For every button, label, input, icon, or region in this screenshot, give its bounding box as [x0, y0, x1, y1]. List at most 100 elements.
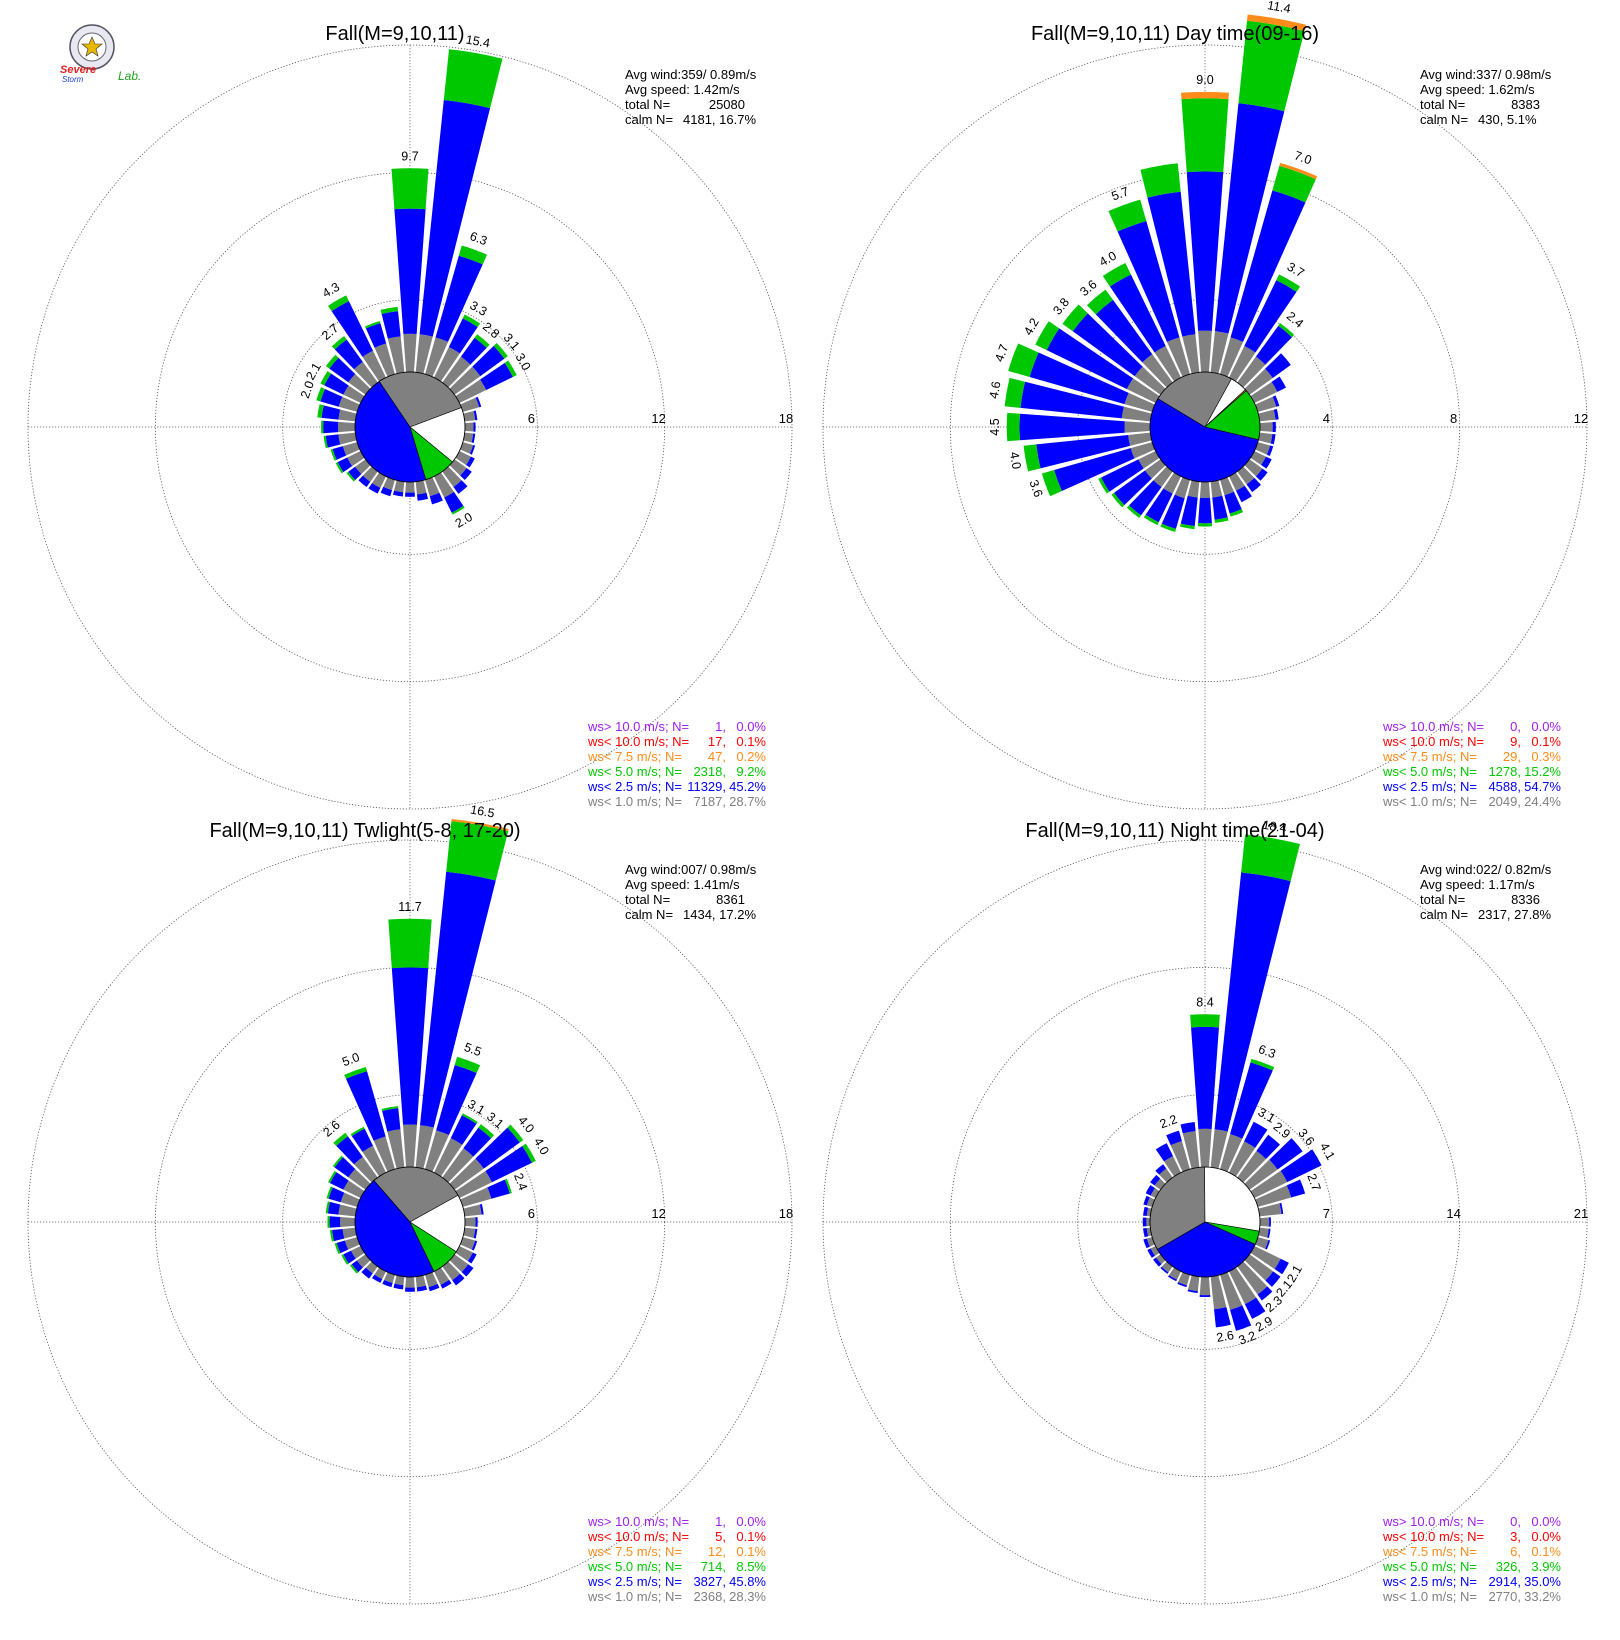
bar-segment-gray — [460, 442, 474, 454]
wind-bar-260 — [329, 1227, 357, 1242]
bar-segment-green — [507, 1124, 524, 1143]
bar-segment-gray — [1159, 1168, 1173, 1183]
bar-segment-blue — [1143, 1206, 1149, 1216]
bar-segment-gray — [1178, 1272, 1190, 1286]
legend-label-lt10: ws< 10.0 m/s; N= — [1382, 734, 1484, 749]
bar-total-label: 4.0 — [1007, 451, 1024, 471]
bar-segment-blue — [394, 208, 426, 335]
bar-total-label: 4.3 — [320, 280, 342, 301]
bar-total-label: 3.1 — [1256, 1105, 1278, 1126]
bar-segment-gray — [415, 334, 433, 374]
legend-count-lt2_5: 2914, — [1488, 1574, 1521, 1589]
bar-segment-orange — [1279, 162, 1318, 180]
bar-segment-gray — [1255, 396, 1277, 412]
bar-segment-gray — [347, 451, 365, 467]
bar-segment-gray — [405, 481, 415, 493]
wind-bar-200 — [380, 477, 395, 497]
bar-segment-green — [334, 1242, 341, 1254]
chart-title: Fall(M=9,10,11) Day time(09-16) — [1031, 23, 1319, 45]
legend-pct-lt2_5: 45.8% — [729, 1574, 766, 1589]
wind-bar-300 — [328, 1170, 365, 1198]
bar-segment-blue — [327, 1201, 341, 1215]
wind-bar-110 — [1255, 1237, 1271, 1250]
bar-segment-gray — [1182, 334, 1200, 374]
bar-total-label: 2.4 — [1284, 309, 1306, 331]
bar-segment-gray — [455, 1246, 473, 1262]
legend-count-gt10: 0, — [1510, 1514, 1521, 1529]
bar-segment-gray — [1255, 1237, 1269, 1249]
ring-tick-label: 8 — [1450, 411, 1457, 426]
bar-segment-gray — [1229, 472, 1245, 491]
ring-tick-label: 12 — [651, 1206, 665, 1221]
bar-segment-gray — [1258, 409, 1276, 422]
bar-segment-blue — [1150, 1174, 1161, 1186]
bar-segment-blue — [329, 1216, 341, 1228]
bar-total-label: 11.4 — [1266, 0, 1292, 16]
legend-count-lt7_5: 47, — [708, 749, 726, 764]
bar-segment-blue — [1230, 1062, 1273, 1139]
bar-segment-green — [328, 295, 349, 312]
stat-total-value: 8361 — [716, 892, 745, 907]
bar-segment-blue — [1143, 1238, 1150, 1249]
wind-bar-10: 11.4 — [1210, 0, 1307, 374]
bar-segment-gray — [463, 432, 474, 443]
bar-segment-gray — [415, 480, 427, 495]
bar-segment-blue — [485, 1145, 533, 1183]
stat-calm-value: 4181, 16.7% — [683, 112, 756, 127]
wind-bar-70: 2.4 — [460, 1171, 530, 1207]
star-icon — [81, 36, 103, 57]
bar-segment-gray — [338, 421, 356, 433]
bar-total-label: 3.6 — [1077, 277, 1099, 299]
bar-segment-gray — [1163, 472, 1181, 494]
bar-segment-gray — [1255, 442, 1271, 455]
bar-segment-green — [380, 306, 399, 314]
bar-segment-gray — [1144, 459, 1166, 479]
legend-pct-lt1: 24.4% — [1524, 794, 1561, 809]
bar-segment-blue — [332, 446, 347, 460]
legend-count-lt5: 2318, — [693, 764, 726, 779]
bar-segment-gray — [434, 472, 454, 498]
wind-bar-340: 5.0 — [340, 1050, 395, 1172]
legend-label-lt5: ws< 5.0 m/s; N= — [1382, 764, 1477, 779]
bar-segment-gray — [1166, 337, 1190, 377]
bar-segment-blue — [1029, 352, 1129, 405]
wind-bar-180 — [405, 1276, 415, 1292]
bar-segment-gray — [338, 396, 360, 412]
wind-bar-190 — [392, 480, 405, 497]
bar-segment-green — [493, 342, 508, 359]
bar-segment-blue — [361, 1267, 373, 1279]
bar-segment-blue — [1266, 445, 1274, 456]
bar-segment-blue — [469, 444, 476, 455]
bar-segment-gray — [425, 477, 440, 497]
bar-segment-blue — [1160, 1266, 1169, 1274]
bar-segment-gray — [1198, 330, 1212, 373]
wind-bar-280 — [317, 404, 357, 422]
legend: ws> 10.0 m/s; N= 0, 0.0% ws< 10.0 m/s; N= 9,… — [1382, 719, 1561, 809]
bar-segment-gray — [340, 1192, 360, 1207]
ring-tick-label: 6 — [528, 1206, 535, 1221]
bar-segment-green — [1181, 98, 1229, 173]
legend-label-lt1: ws< 1.0 m/s; N= — [587, 1589, 682, 1604]
bar-segment-gray — [1210, 331, 1229, 374]
bar-total-label: 4.0 — [515, 1113, 537, 1135]
bar-segment-blue — [475, 1217, 478, 1227]
bar-segment-blue — [473, 410, 478, 421]
legend-pct-lt5: 15.2% — [1524, 764, 1561, 779]
wind-bar-90 — [1259, 1217, 1271, 1227]
wind-bar-100 — [1258, 1227, 1271, 1239]
wind-bar-280: 4.6 — [987, 377, 1152, 422]
bar-segment-gray — [348, 373, 371, 395]
legend-count-lt1: 2368, — [693, 1589, 726, 1604]
bar-segment-gray — [455, 1170, 492, 1198]
bar-segment-blue — [460, 337, 487, 365]
bar-segment-blue — [487, 1179, 510, 1199]
legend-label-lt2_5: ws< 2.5 m/s; N= — [587, 779, 682, 794]
wind-bar-20: 6.3 — [1220, 1042, 1278, 1172]
bar-total-label: 2.7 — [319, 321, 341, 343]
bar-segment-gray — [460, 1237, 476, 1250]
bar-segment-blue — [1117, 221, 1180, 342]
legend: ws> 10.0 m/s; N= 0, 0.0% ws< 10.0 m/s; N= 3,… — [1382, 1514, 1561, 1604]
stat-calm-value: 1434, 17.2% — [683, 907, 756, 922]
wind-bar-340: 2.2 — [1158, 1112, 1190, 1172]
legend-pct-lt1: 33.2% — [1524, 1589, 1561, 1604]
